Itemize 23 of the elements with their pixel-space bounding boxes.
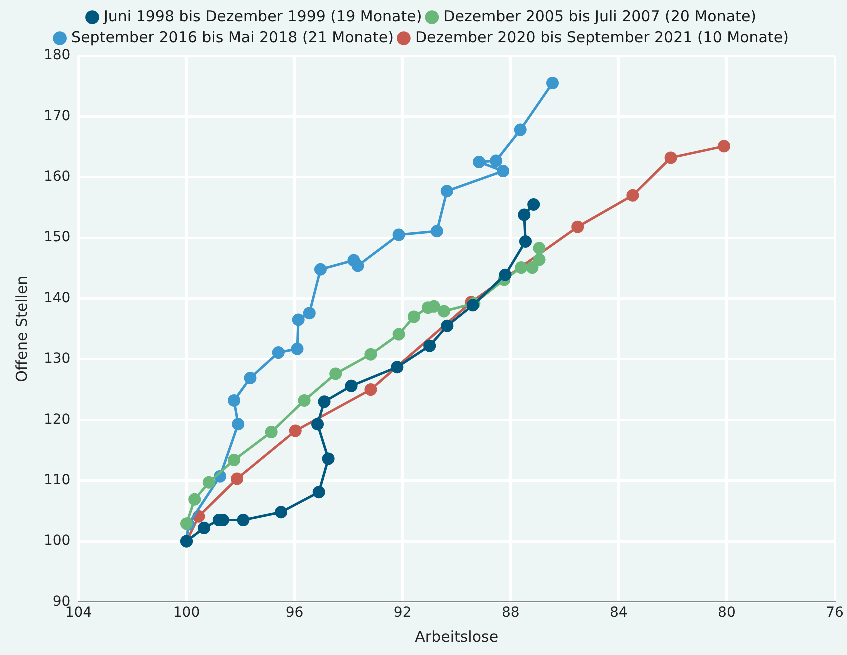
y-axis-title: Offene Stellen bbox=[12, 276, 31, 382]
x-tick-label: 80 bbox=[718, 605, 736, 622]
y-tick-label: 110 bbox=[44, 472, 71, 488]
x-tick-label: 88 bbox=[502, 605, 520, 622]
y-tick-label: 140 bbox=[44, 290, 71, 306]
legend-label: Dezember 2020 bis September 2021 (10 Monate) bbox=[415, 28, 789, 46]
y-tick-label: 130 bbox=[44, 351, 71, 368]
y-tick-label: 160 bbox=[44, 169, 71, 186]
x-tick-label: 92 bbox=[394, 605, 412, 622]
y-tick-label: 100 bbox=[44, 533, 71, 550]
x-tick-label: 76 bbox=[826, 605, 844, 622]
y-tick-label: 180 bbox=[44, 48, 71, 64]
y-tick-label: 170 bbox=[44, 108, 71, 124]
x-axis-title: Arbeitslose bbox=[415, 628, 499, 646]
x-tick-label: 104 bbox=[65, 605, 92, 622]
x-tick-label: 84 bbox=[610, 605, 628, 622]
y-tick-label: 120 bbox=[44, 412, 71, 428]
legend-label: Juni 1998 bis Dezember 1999 (19 Monate) bbox=[102, 7, 422, 26]
x-tick-label: 96 bbox=[286, 605, 304, 622]
legend-label: Dezember 2005 bis Juli 2007 (20 Monate) bbox=[444, 7, 757, 26]
legend-label: September 2016 bis Mai 2018 (21 Monate) bbox=[72, 28, 394, 46]
x-tick-label: 100 bbox=[173, 605, 200, 622]
y-tick-label: 150 bbox=[44, 230, 71, 246]
